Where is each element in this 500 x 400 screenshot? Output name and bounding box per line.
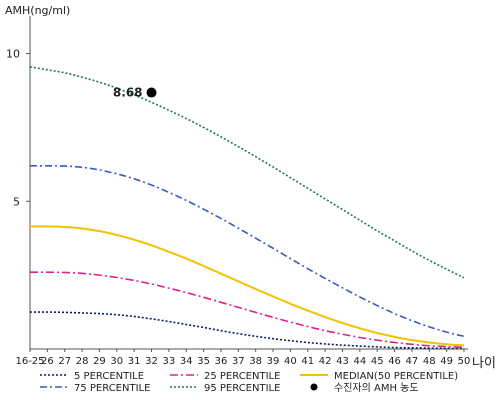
series-line-5-percentile — [29, 311, 465, 350]
x-tick-label: 27 — [58, 356, 71, 367]
legend-label: 수진자의 AMH 농도 — [334, 382, 419, 394]
axes — [29, 16, 468, 350]
x-tick-label: 31 — [128, 356, 141, 367]
x-tick-label: 30 — [110, 356, 123, 367]
legend-item: 95 PERCENTILE — [170, 383, 280, 394]
legend-label: 95 PERCENTILE — [204, 383, 280, 394]
legend-item: 수진자의 AMH 농도 — [310, 382, 419, 394]
x-tick-label: 37 — [232, 356, 245, 367]
x-tick-label: 39 — [267, 356, 280, 367]
x-tick-label: 42 — [319, 356, 332, 367]
x-tick-label: 50 — [458, 356, 471, 367]
x-tick-label: 34 — [180, 356, 193, 367]
x-tick-label: 41 — [301, 356, 314, 367]
x-tick-label: 43 — [336, 356, 349, 367]
x-tick-label: 29 — [93, 356, 106, 367]
patient-marker-dot — [146, 87, 157, 98]
x-tick-label: 36 — [215, 356, 228, 367]
legend-label: 25 PERCENTILE — [204, 371, 280, 382]
legend-item: 25 PERCENTILE — [170, 371, 280, 382]
x-tick-label: 44 — [353, 356, 366, 367]
x-tick-label: 40 — [284, 356, 297, 367]
legend-label: 75 PERCENTILE — [74, 383, 150, 394]
x-tick-label: 38 — [249, 356, 262, 367]
legend-label: MEDIAN(50 PERCENTILE) — [334, 371, 458, 382]
x-tick-label: 28 — [76, 356, 89, 367]
y-axis-label: AMH(ng/ml) — [5, 4, 70, 17]
legend-item: 75 PERCENTILE — [40, 383, 150, 394]
x-tick-label: 48 — [423, 356, 436, 367]
y-tick-label: 10 — [6, 48, 20, 61]
y-tick-label: 5 — [13, 195, 20, 208]
series-lines — [29, 66, 465, 350]
x-tick-label: 26 — [41, 356, 54, 367]
x-tick-label: 47 — [406, 356, 419, 367]
legend-marker-dot — [310, 383, 318, 391]
patient-marker-label: 8.68 — [113, 86, 143, 100]
x-tick-label: 45 — [371, 356, 384, 367]
patient-marker: 8.68 — [113, 86, 157, 100]
x-axis-label: 나이 — [472, 356, 496, 371]
x-tick-label: 46 — [388, 356, 401, 367]
legend-label: 5 PERCENTILE — [74, 371, 144, 382]
series-line-75-percentile — [29, 164, 465, 338]
x-tick-label: 35 — [197, 356, 210, 367]
legend-item: MEDIAN(50 PERCENTILE) — [300, 371, 458, 382]
x-tick-label: 32 — [145, 356, 158, 367]
y-ticks: 5 10 — [6, 48, 30, 208]
x-tick-label: 16-25 — [15, 356, 44, 367]
legend: 5 PERCENTILE 25 PERCENTILE MEDIAN(50 PERCE… — [40, 371, 458, 394]
x-tick-label: 49 — [440, 356, 453, 367]
series-line-25-percentile — [29, 271, 465, 349]
series-line-median-50-percentile — [29, 225, 465, 347]
x-tick-label: 33 — [163, 356, 176, 367]
legend-item: 5 PERCENTILE — [40, 371, 144, 382]
series-line-95-percentile — [29, 66, 465, 279]
